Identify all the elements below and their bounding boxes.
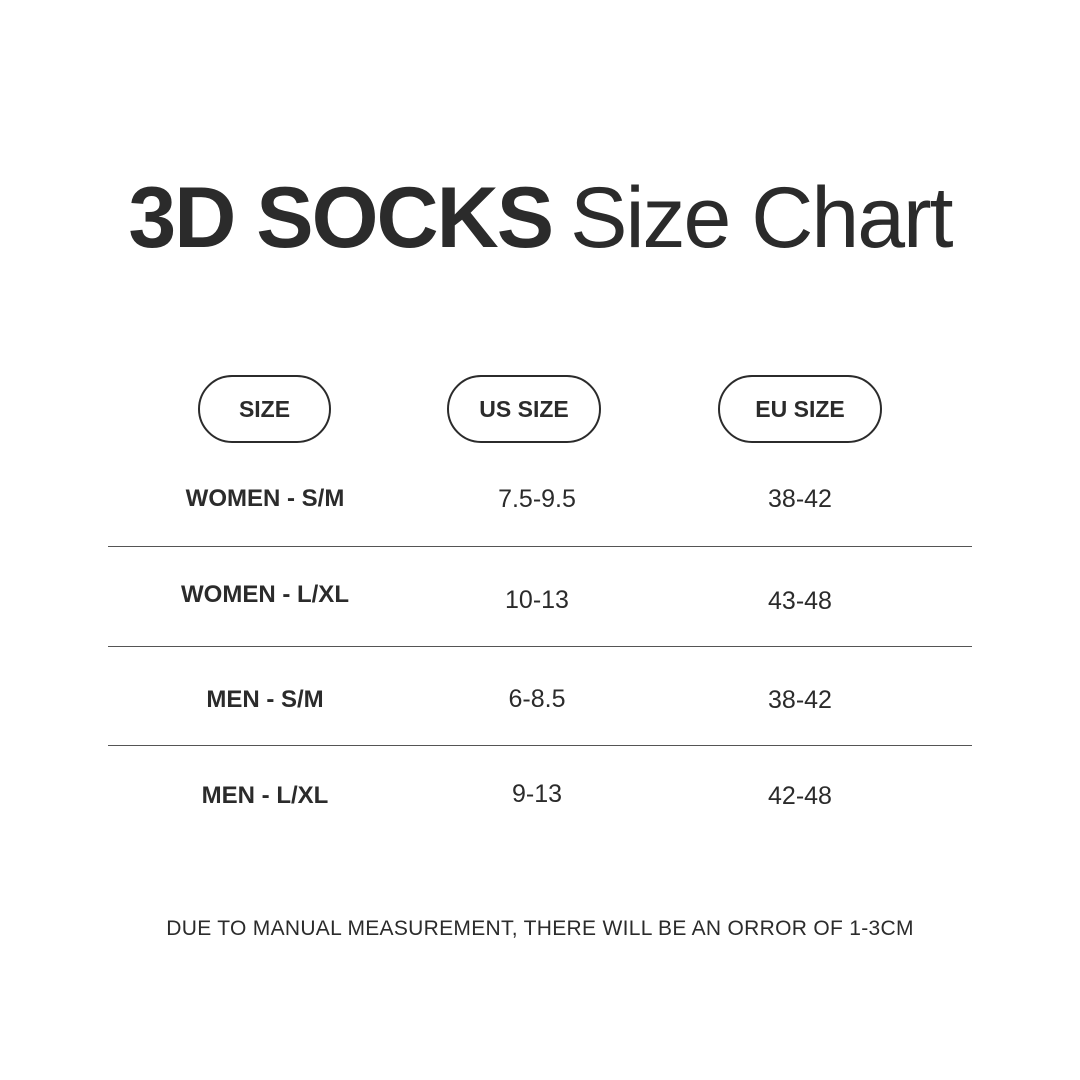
eu-cell: 38-42 [768, 686, 832, 714]
us-cell: 9-13 [511, 780, 563, 808]
header-us-size: US SIZE [447, 375, 601, 443]
size-cell: MEN - S/M [206, 686, 324, 713]
size-cell: MEN - L/XL [201, 782, 329, 809]
title-suffix: Size Chart [570, 170, 953, 266]
measurement-note: DUE TO MANUAL MEASUREMENT, THERE WILL BE… [166, 917, 914, 940]
eu-cell: 43-48 [768, 587, 832, 615]
row-divider [108, 745, 972, 746]
us-cell: 10-13 [505, 586, 569, 614]
us-cell: 7.5-9.5 [498, 485, 576, 513]
header-size: SIZE [198, 375, 331, 443]
title-product: 3D SOCKS [128, 170, 554, 266]
size-cell: WOMEN - S/M [185, 485, 345, 512]
page-title: 3D SOCKS Size Chart [0, 168, 1080, 268]
eu-cell: 42-48 [768, 782, 832, 810]
us-cell: 6-8.5 [508, 685, 566, 713]
row-divider [108, 646, 972, 647]
size-cell: WOMEN - L/XL [181, 581, 349, 608]
row-divider [108, 546, 972, 547]
header-eu-size: EU SIZE [718, 375, 882, 443]
eu-cell: 38-42 [768, 485, 832, 513]
